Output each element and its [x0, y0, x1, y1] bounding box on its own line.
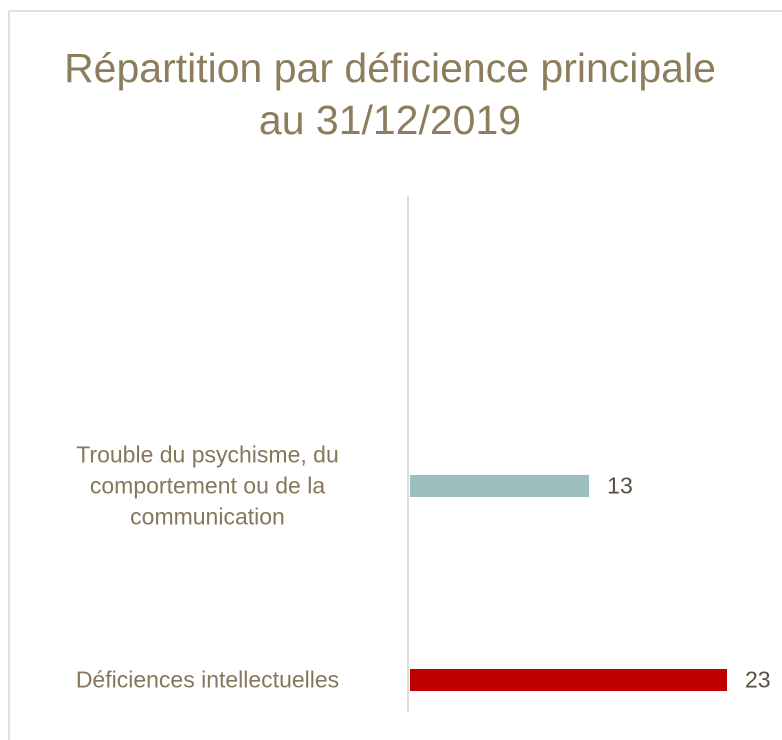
bar: [410, 475, 590, 497]
chart-title: Répartition par déficience principale au…: [64, 45, 716, 143]
value-label: 23: [745, 666, 771, 693]
chart-frame: [8, 10, 782, 740]
value-label: 13: [607, 472, 633, 499]
bar: [410, 669, 727, 691]
category-axis: [407, 196, 409, 712]
category-label: Déficiences intellectuelles: [75, 666, 340, 693]
category-label: Trouble du psychisme, du comportement ou…: [76, 441, 339, 530]
